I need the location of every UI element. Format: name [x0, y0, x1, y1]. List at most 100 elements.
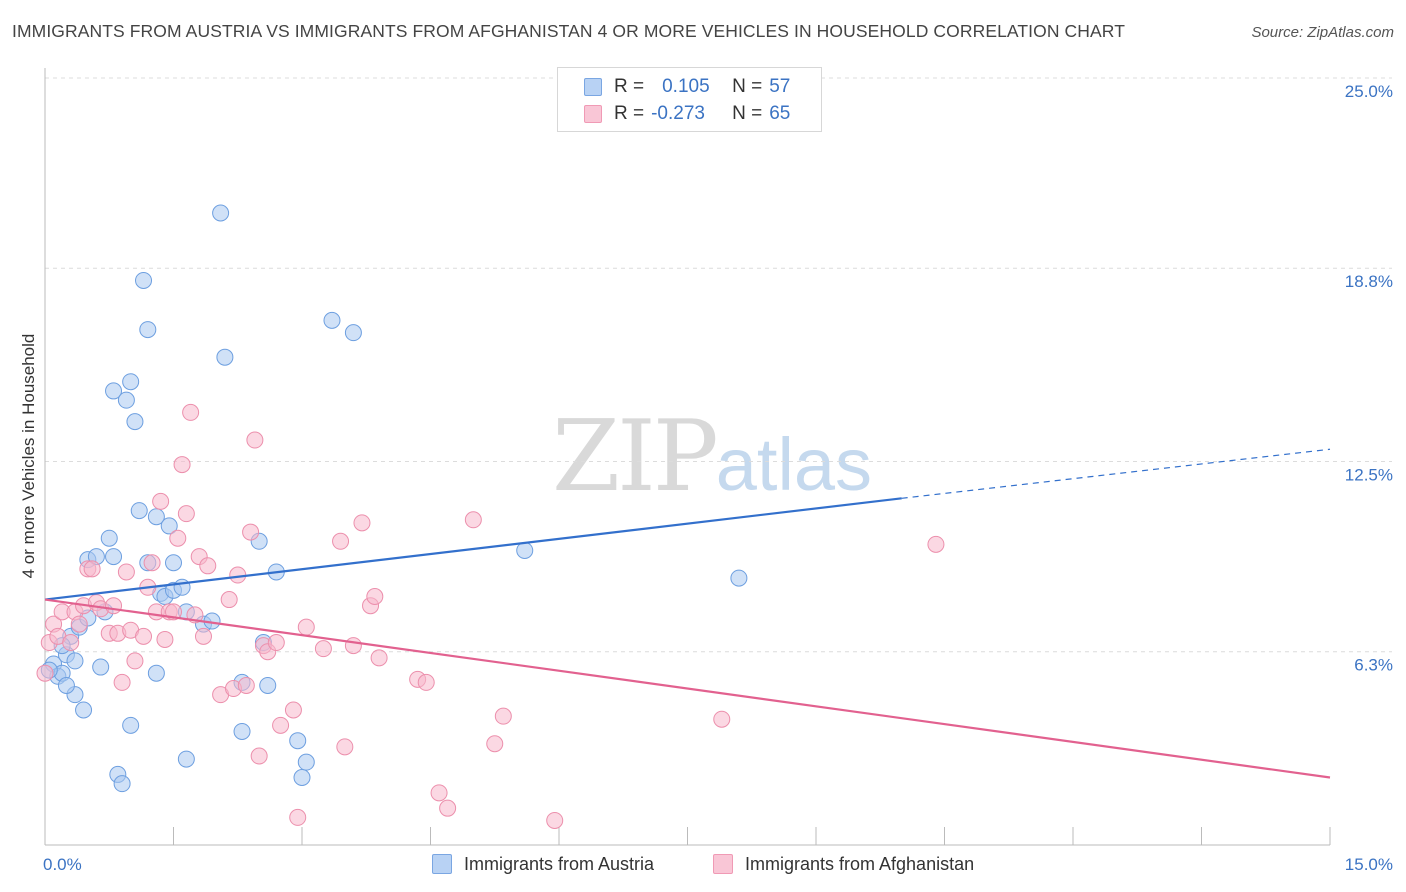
austria-point	[297, 753, 315, 771]
austria-point	[122, 716, 140, 734]
austria-point	[323, 311, 341, 329]
austria-point	[516, 541, 534, 559]
austria-point	[75, 701, 93, 719]
y-tick-label: 12.5%	[1345, 466, 1393, 485]
afghanistan-point	[546, 811, 564, 829]
austria-point	[177, 750, 195, 768]
legend-n-label: N =	[732, 103, 763, 124]
afghanistan-point	[267, 634, 285, 652]
afghanistan-trend-line	[44, 598, 1331, 779]
afghanistan-point	[494, 707, 512, 725]
legend-r-value-austria: 0.105	[662, 76, 710, 97]
y-tick-label: 18.8%	[1345, 272, 1393, 291]
x-tick-label: 15.0%	[1345, 855, 1393, 874]
afghanistan-point	[713, 710, 731, 728]
legend-swatch-afghanistan	[584, 105, 602, 123]
afghanistan-point	[246, 431, 264, 449]
afghanistan-point	[370, 649, 388, 667]
austria-point	[160, 517, 178, 535]
afghanistan-point	[439, 799, 457, 817]
afghanistan-point	[36, 664, 54, 682]
afghanistan-point	[297, 618, 315, 636]
afghanistan-point	[135, 627, 153, 645]
zipatlas-watermark: ZIPatlas	[552, 400, 872, 514]
bottom-legend-swatch-austria	[432, 854, 452, 874]
afghanistan-point	[272, 716, 290, 734]
afghanistan-point	[353, 514, 371, 532]
austria-point	[130, 502, 148, 520]
afghanistan-point	[105, 597, 123, 615]
legend-n-label: N =	[732, 76, 763, 97]
afghanistan-point	[194, 627, 212, 645]
austria-point	[126, 413, 144, 431]
y-tick-label: 25.0%	[1345, 82, 1393, 101]
austria-point	[57, 676, 75, 694]
austria-point	[293, 769, 311, 787]
afghanistan-point	[927, 535, 945, 553]
austria-point	[92, 658, 110, 676]
bottom-legend-afghanistan: Immigrants from Afghanistan	[713, 851, 974, 877]
austria-point	[117, 391, 135, 409]
afghanistan-point	[169, 529, 187, 547]
afghanistan-point	[156, 630, 174, 648]
correlation-legend: R = 0.105 N = 57 R = -0.273 N = 65	[557, 67, 822, 132]
austria-point	[730, 569, 748, 587]
austria-point	[344, 324, 362, 342]
afghanistan-point	[242, 523, 260, 541]
austria-point	[233, 722, 251, 740]
y-tick-label: 6.3%	[1354, 656, 1393, 675]
bottom-legend-label-austria: Immigrants from Austria	[464, 853, 655, 874]
afghanistan-point	[464, 511, 482, 529]
afghanistan-point	[430, 784, 448, 802]
afghanistan-point	[177, 505, 195, 523]
afghanistan-point	[62, 634, 80, 652]
austria-point	[113, 775, 131, 793]
afghanistan-point	[83, 560, 101, 578]
bottom-legend-label-afghanistan: Immigrants from Afghanistan	[745, 853, 975, 874]
austria-point	[105, 548, 123, 566]
afghanistan-point	[220, 591, 238, 609]
afghanistan-point	[284, 701, 302, 719]
afghanistan-point	[314, 640, 332, 658]
y-axis-label: 4 or more Vehicles in Household	[19, 333, 38, 579]
afghanistan-point	[237, 676, 255, 694]
afghanistan-point	[250, 747, 268, 765]
afghanistan-point	[289, 808, 307, 826]
afghanistan-point	[143, 554, 161, 572]
legend-swatch-austria	[584, 78, 602, 96]
austria-point	[100, 529, 118, 547]
afghanistan-point	[173, 456, 191, 474]
legend-r-label: R =	[614, 76, 645, 97]
austria-point	[259, 676, 277, 694]
afghanistan-point	[417, 673, 435, 691]
x-tick-label: 0.0%	[43, 855, 82, 874]
bottom-legend-swatch-afghanistan	[713, 854, 733, 874]
afghanistan-point	[117, 563, 135, 581]
austria-point	[212, 204, 230, 222]
afghanistan-point	[486, 735, 504, 753]
bottom-legend-austria: Immigrants from Austria	[432, 851, 654, 877]
austria-point	[216, 348, 234, 366]
austria-point	[139, 321, 157, 339]
afghanistan-point	[332, 532, 350, 550]
legend-row-austria: R = 0.105 N = 57	[584, 75, 790, 99]
legend-row-afghanistan: R = -0.273 N = 65	[584, 102, 790, 126]
austria-point	[105, 382, 123, 400]
austria-point	[289, 732, 307, 750]
afghanistan-point	[182, 403, 200, 421]
afghanistan-point	[336, 738, 354, 756]
afghanistan-point	[126, 652, 144, 670]
afghanistan-point	[70, 615, 88, 633]
chart-title: IMMIGRANTS FROM AUSTRIA VS IMMIGRANTS FR…	[12, 21, 1126, 41]
afghanistan-point	[113, 673, 131, 691]
legend-n-value-austria: 57	[769, 76, 791, 97]
austria-point	[135, 271, 153, 289]
legend-n-value-afghanistan: 65	[769, 103, 791, 124]
watermark-atlas: atlas	[715, 423, 873, 506]
afghanistan-point	[344, 637, 362, 655]
source-credit: Source: ZipAtlas.com	[1251, 24, 1394, 41]
austria-point	[147, 664, 165, 682]
austria-point	[66, 652, 84, 670]
watermark-zip: ZIP	[552, 400, 719, 514]
